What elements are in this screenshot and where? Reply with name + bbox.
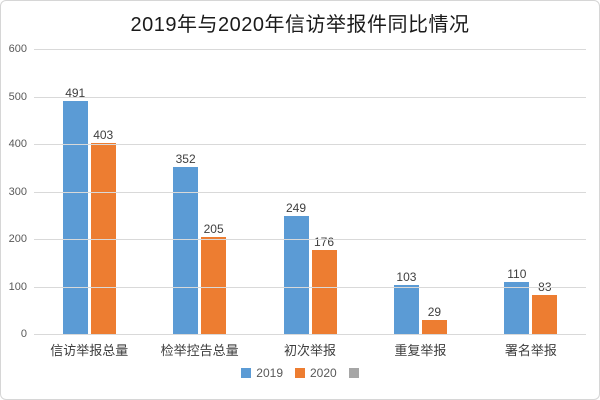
bar-2020 xyxy=(311,250,337,334)
bar-value-label: 103 xyxy=(396,270,417,285)
plot-area: 491 403 352 205 249 176 103 29 110 83 0 100 200 300 4… xyxy=(9,43,586,340)
legend-swatch-icon xyxy=(295,368,305,378)
bar-with-label: 249 xyxy=(283,49,309,334)
bar-2019 xyxy=(62,100,88,334)
bar-value-label: 110 xyxy=(507,266,527,281)
bar-with-label: 491 xyxy=(62,49,88,334)
bar-2019 xyxy=(173,166,199,334)
bar-group: 491 403 xyxy=(34,49,144,334)
gridline xyxy=(34,144,586,145)
bar-value-label: 205 xyxy=(203,221,224,236)
bar-2019 xyxy=(393,285,419,334)
legend-item: 2019 xyxy=(241,366,283,380)
category-label: 重复举报 xyxy=(394,343,447,358)
y-axis-tick-label: 400 xyxy=(8,138,27,150)
bar-value-label: 352 xyxy=(175,151,196,166)
gridline xyxy=(34,96,586,98)
gridline xyxy=(34,334,586,335)
y-axis-tick-label: 0 xyxy=(20,328,27,340)
bar-with-label: 103 xyxy=(393,49,419,334)
y-axis-tick-label: 600 xyxy=(8,43,27,55)
chart-title: 2019年与2020年信访举报件同比情况 xyxy=(130,14,470,36)
x-axis-labels: 信访举报总量 检举控告总量 初次举报 重复举报 署名举报 xyxy=(34,340,586,359)
bar-2020 xyxy=(201,236,227,334)
legend-swatch-icon xyxy=(348,368,359,378)
bar-group: 103 29 xyxy=(365,49,475,334)
legend: 2019 2020 xyxy=(1,366,599,380)
bar-group: 249 176 xyxy=(255,49,365,334)
category-label: 信访举报总量 xyxy=(50,343,129,358)
bar-value-label: 491 xyxy=(65,85,86,100)
bar-2020 xyxy=(90,142,116,334)
legend-item-label: 2019 xyxy=(256,366,283,380)
bar-with-label: 205 xyxy=(201,49,227,334)
category-label: 初次举报 xyxy=(284,343,337,358)
gridline xyxy=(34,239,586,240)
bar-with-label: 176 xyxy=(311,49,337,334)
y-axis-tick-label: 500 xyxy=(8,90,27,103)
bar-group: 352 205 xyxy=(144,49,254,334)
gridline xyxy=(34,49,586,50)
bar-2019 xyxy=(283,215,309,334)
bar-with-label: 352 xyxy=(173,49,199,334)
bar-value-label: 403 xyxy=(93,127,114,142)
bar-2019 xyxy=(504,281,530,334)
y-axis-tick-label: 300 xyxy=(8,185,27,198)
bar-value-label: 249 xyxy=(286,200,307,215)
gridline xyxy=(34,286,586,288)
category-label: 检举控告总量 xyxy=(160,343,239,358)
legend-item xyxy=(348,368,359,378)
y-axis-tick-label: 100 xyxy=(8,280,27,293)
gridline xyxy=(34,191,586,193)
legend-item: 2020 xyxy=(295,366,337,380)
bar-2020 xyxy=(421,320,447,334)
bar-2020 xyxy=(532,294,558,334)
y-axis-tick-label: 200 xyxy=(8,233,27,245)
category-label: 署名举报 xyxy=(504,343,557,358)
bar-with-label: 403 xyxy=(90,49,116,334)
legend-swatch-icon xyxy=(241,368,252,378)
bar-groups: 491 403 352 205 249 176 103 29 110 83 xyxy=(34,49,586,334)
bar-with-label: 29 xyxy=(421,49,447,334)
bar-value-label: 29 xyxy=(427,305,442,320)
legend-item-label: 2020 xyxy=(310,366,337,380)
bar-with-label: 110 xyxy=(504,49,530,334)
